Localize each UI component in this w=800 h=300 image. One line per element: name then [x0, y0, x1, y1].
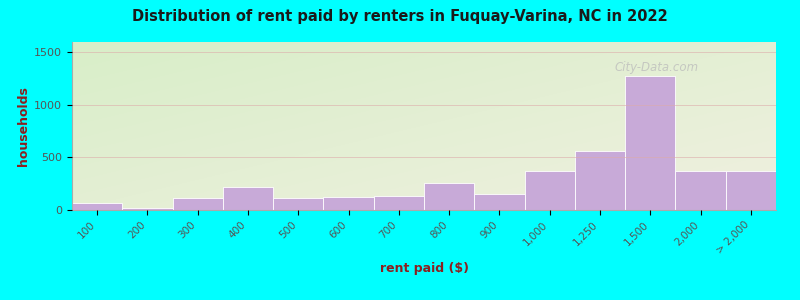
- Y-axis label: households: households: [17, 86, 30, 166]
- X-axis label: rent paid ($): rent paid ($): [379, 262, 469, 275]
- Bar: [223, 188, 273, 210]
- Bar: [575, 151, 625, 210]
- Bar: [726, 171, 776, 210]
- Bar: [525, 171, 575, 210]
- Text: City-Data.com: City-Data.com: [614, 61, 698, 74]
- Bar: [625, 76, 675, 210]
- Bar: [474, 194, 525, 210]
- Bar: [374, 196, 424, 210]
- Bar: [424, 183, 474, 210]
- Bar: [323, 197, 374, 210]
- Bar: [122, 208, 173, 210]
- Text: Distribution of rent paid by renters in Fuquay-Varina, NC in 2022: Distribution of rent paid by renters in …: [132, 9, 668, 24]
- Bar: [273, 198, 323, 210]
- Bar: [173, 199, 223, 210]
- Bar: [72, 203, 122, 210]
- Bar: [675, 171, 726, 210]
